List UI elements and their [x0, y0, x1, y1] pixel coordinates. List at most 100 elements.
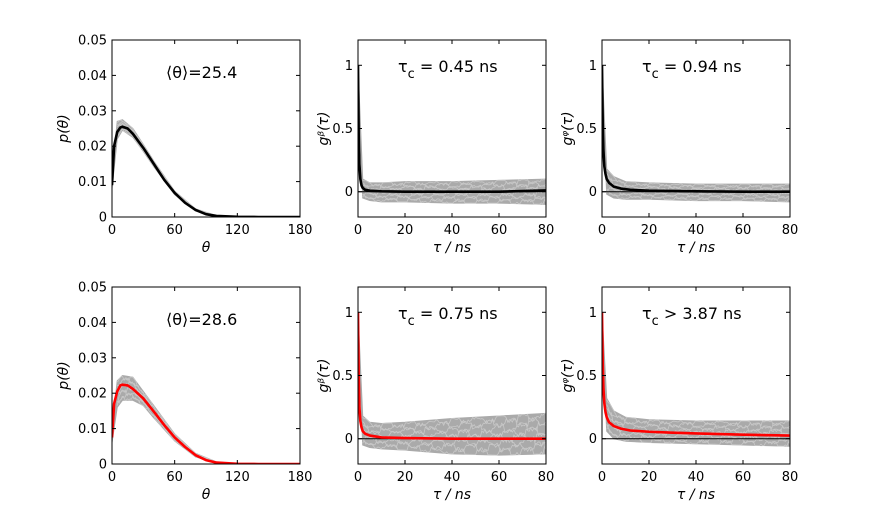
x-tick-label: 120	[225, 223, 250, 238]
noise-line	[362, 438, 546, 453]
noise-line	[606, 186, 790, 199]
noise-line	[362, 193, 546, 203]
spread-band	[602, 312, 790, 447]
y-tick-label: 0	[589, 185, 597, 200]
y-tick-label: 0	[345, 185, 353, 200]
x-tick-label: 180	[288, 223, 313, 238]
x-axis-label: θ	[202, 487, 211, 503]
plot-area	[358, 65, 546, 206]
y-tick-label: 0.04	[78, 316, 107, 331]
plot-area	[112, 374, 300, 464]
noise-line	[606, 176, 790, 193]
noise-line	[116, 128, 217, 217]
x-tick-label: 20	[641, 470, 658, 485]
x-tick-label: 180	[288, 470, 313, 485]
y-axis-label: gᵠ(τ)	[560, 358, 576, 392]
noise-line	[606, 188, 790, 201]
x-tick-label: 0	[598, 470, 606, 485]
panel-2-1: 0 60 120 180 0 0.01 0.02 0.03 0.04 0.05 θ p(θ) ⟨θ⟩=2…	[56, 281, 312, 504]
x-tick-label: 40	[688, 470, 705, 485]
spread-band	[602, 65, 790, 203]
tau-value: > 3.87 ns	[659, 304, 742, 323]
plot-area	[358, 312, 546, 456]
y-axis-label: p(θ)	[56, 114, 72, 143]
y-tick-label: 1	[589, 59, 597, 74]
y-tick-label: 0	[99, 458, 107, 473]
noise-line	[362, 178, 546, 187]
tau-value: = 0.75 ns	[415, 304, 498, 323]
x-tick-label: 80	[782, 223, 799, 238]
x-tick-label: 60	[491, 470, 508, 485]
y-tick-label: 1	[589, 306, 597, 321]
noise-line	[362, 421, 546, 435]
tau-symbol: τ	[642, 304, 652, 323]
mean-line	[112, 383, 300, 464]
spread-band	[358, 312, 546, 456]
noise-line	[117, 128, 217, 217]
plot-area	[602, 65, 790, 203]
y-tick-label: 0.5	[332, 369, 353, 384]
annotation-text: τc = 0.94 ns	[642, 57, 742, 82]
x-tick-label: 80	[782, 470, 799, 485]
y-tick-label: 0	[589, 432, 597, 447]
noise-line	[606, 169, 790, 188]
y-tick-label: 0.05	[78, 281, 107, 296]
tau-value: = 0.45 ns	[415, 57, 498, 76]
noise-line	[606, 422, 790, 442]
x-tick-label: 60	[166, 223, 183, 238]
panel-1-1: 0 60 120 180 0 0.01 0.02 0.03 0.04 0.05 θ p(θ) ⟨θ⟩=2…	[56, 34, 312, 257]
x-axis-label: τ / ns	[433, 240, 471, 256]
y-axis-label: gᵝ(τ)	[316, 359, 332, 393]
y-tick-label: 0.02	[78, 387, 107, 402]
noise-line	[606, 399, 790, 427]
tau-subscript: c	[652, 67, 659, 82]
tau-subscript: c	[408, 67, 415, 82]
x-tick-label: 20	[641, 223, 658, 238]
axes-frame	[111, 286, 301, 465]
y-tick-label: 0.03	[78, 104, 107, 119]
x-tick-label: 0	[108, 470, 116, 485]
annotation-text: τc = 0.75 ns	[398, 304, 498, 329]
x-tick-label: 0	[354, 223, 362, 238]
y-tick-label: 0.05	[78, 34, 107, 49]
annotation-text: τc > 3.87 ns	[642, 304, 742, 329]
noise-line	[116, 125, 217, 217]
x-tick-label: 40	[688, 223, 705, 238]
annotation-text: ⟨θ⟩=25.4	[166, 63, 237, 82]
mean-line	[358, 65, 546, 194]
x-tick-label: 20	[397, 470, 414, 485]
y-tick-label: 0.5	[576, 369, 597, 384]
y-tick-label: 0	[99, 211, 107, 226]
tau-subscript: c	[652, 314, 659, 329]
x-tick-label: 60	[491, 223, 508, 238]
y-tick-label: 0.01	[78, 422, 107, 437]
panel-2-3: 0 20 40 60 80 0 0.5 1 τ / ns gᵠ(τ) τc > 3.87 ns	[560, 286, 799, 503]
noise-line	[362, 435, 546, 448]
x-axis-label: τ / ns	[677, 240, 715, 256]
y-tick-label: 0.03	[78, 351, 107, 366]
noise-line	[117, 392, 238, 464]
mean-line	[358, 312, 546, 441]
spread-band	[358, 65, 546, 205]
x-tick-label: 60	[166, 470, 183, 485]
tau-subscript: c	[408, 314, 415, 329]
x-tick-label: 40	[444, 223, 461, 238]
x-tick-label: 120	[225, 470, 250, 485]
plot-area	[112, 119, 300, 217]
panel-2-2: 0 20 40 60 80 0 0.5 1 τ / ns gᵝ(τ) τc = 0.75 ns	[316, 286, 554, 503]
x-tick-label: 80	[538, 223, 555, 238]
y-tick-label: 0.5	[332, 122, 353, 137]
axes-frame	[111, 39, 301, 218]
y-axis-label: gᵝ(τ)	[316, 112, 332, 146]
x-tick-label: 0	[354, 470, 362, 485]
panel-1-2: 0 20 40 60 80 0 0.5 1 τ / ns gᵝ(τ) τc = 0.45 ns	[316, 39, 555, 256]
y-axis-label: p(θ)	[56, 361, 72, 390]
panel-1-3: 0 20 40 60 80 0 0.5 1 τ / ns gᵠ(τ) τc = 0.94 ns	[560, 39, 799, 256]
y-tick-label: 0.01	[78, 175, 107, 190]
x-tick-label: 60	[735, 223, 752, 238]
noise-line	[116, 126, 217, 217]
x-axis-label: τ / ns	[677, 487, 715, 503]
y-tick-label: 0.04	[78, 69, 107, 84]
tau-symbol: τ	[642, 57, 652, 76]
